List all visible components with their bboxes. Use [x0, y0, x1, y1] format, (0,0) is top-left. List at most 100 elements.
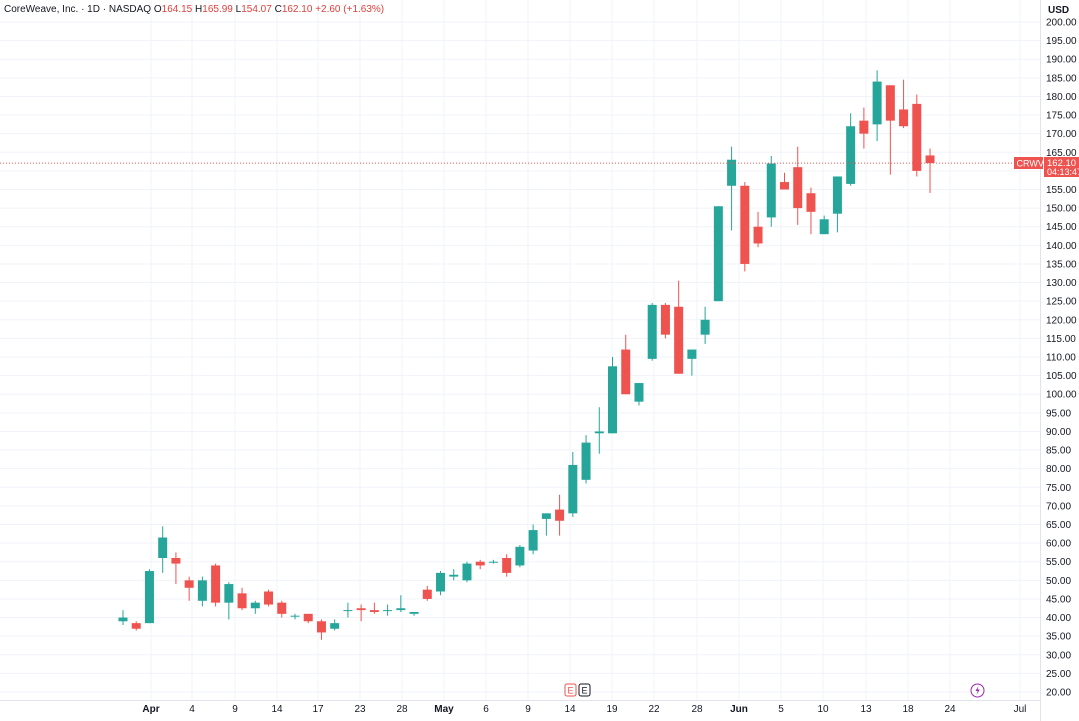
candle: [515, 544, 525, 568]
candle-body: [594, 431, 604, 434]
candle-body: [568, 464, 578, 514]
candle-body: [885, 85, 895, 121]
earnings-marker[interactable]: E: [568, 686, 574, 696]
candle-body: [197, 580, 207, 601]
candle-body: [224, 584, 234, 603]
price-tick-label: 175.00: [1046, 111, 1077, 122]
candle-body: [369, 610, 379, 612]
candle: [885, 85, 895, 175]
earnings-marker-box[interactable]: [564, 683, 577, 697]
candle: [316, 619, 326, 640]
candle-body: [621, 349, 631, 395]
candle-body: [171, 558, 181, 564]
candle: [462, 561, 472, 583]
candle: [118, 610, 128, 625]
candle: [409, 611, 419, 616]
price-tick-label: 130.00: [1046, 278, 1077, 289]
candle-body: [118, 617, 128, 622]
candles: [118, 70, 935, 640]
candle: [277, 600, 287, 618]
change-value: +2.60 (+1.63%): [315, 4, 385, 15]
price-tick-label: 190.00: [1046, 55, 1077, 66]
candle-body: [806, 193, 816, 212]
time-tick-label: 23: [354, 704, 366, 715]
candle: [660, 303, 670, 339]
grid-lines: [0, 0, 1040, 700]
candle-body: [899, 109, 909, 127]
price-tick-label: 155.00: [1046, 185, 1077, 196]
earnings-marker-2[interactable]: E: [582, 686, 588, 696]
price-tag: CRWV 162.10 04:13:47: [1014, 157, 1079, 177]
candle-body: [131, 623, 141, 629]
candle-body: [660, 304, 670, 335]
price-tag-countdown: 04:13:47: [1047, 167, 1079, 177]
time-tick-label: 22: [648, 704, 660, 715]
time-axis[interactable]: Apr 4 9 14 17 23 28 May 6 9 14 19 22 28 Jun 5 10 13 18 24 Ju…: [0, 700, 1040, 716]
candle-body: [859, 120, 869, 134]
candle-body: [303, 613, 313, 622]
candle-body: [674, 306, 684, 374]
time-tick-label: 28: [691, 704, 703, 715]
price-tick-label: 140.00: [1046, 241, 1077, 252]
time-tick-label: 24: [944, 704, 956, 715]
candle: [264, 589, 274, 607]
price-tick-label: 50.00: [1046, 576, 1071, 587]
currency-label: USD: [1048, 5, 1069, 16]
candle: [383, 604, 393, 616]
candle-body: [819, 219, 829, 235]
candle: [330, 619, 340, 631]
price-axis[interactable]: USD 200.00 195.00 190.00 185.00 180.00 175.00 1…: [1040, 0, 1078, 721]
price-tick-label: 165.00: [1046, 148, 1077, 159]
candle: [674, 280, 684, 374]
candle: [793, 146, 803, 225]
time-tick-label: 4: [189, 704, 195, 715]
low-value: 154.07: [241, 4, 272, 15]
open-label: O: [153, 4, 162, 15]
candle-body: [753, 226, 763, 244]
candle-body: [449, 574, 459, 577]
price-tick-label: 120.00: [1046, 315, 1077, 326]
candle: [343, 602, 353, 618]
candle-body: [409, 611, 419, 614]
time-tick-label: 28: [396, 704, 408, 715]
candle: [819, 215, 829, 235]
candle: [832, 176, 842, 233]
candle: [925, 148, 935, 193]
candle-body: [780, 182, 789, 190]
candle-body: [277, 602, 287, 614]
candle: [250, 600, 260, 614]
candle-body: [541, 513, 551, 519]
candle-body: [634, 383, 644, 402]
earnings-marker-2-box[interactable]: [578, 683, 591, 697]
candle: [713, 206, 723, 302]
price-tick-label: 110.00: [1046, 353, 1076, 364]
candle: [197, 576, 207, 607]
price-tick-label: 25.00: [1046, 669, 1071, 680]
candle-body: [528, 530, 538, 551]
price-tag-symbol: CRWV: [1017, 159, 1044, 169]
candle: [647, 303, 657, 361]
candle-body: [264, 591, 274, 605]
candle-body: [647, 304, 657, 359]
candle-body: [502, 558, 512, 573]
event-markers[interactable]: E E: [564, 683, 985, 698]
price-tick-label: 95.00: [1046, 408, 1071, 419]
low-label: L: [235, 4, 242, 15]
candle: [144, 569, 154, 624]
time-tick-label: 10: [817, 704, 829, 715]
candle-body: [144, 571, 154, 624]
candle: [184, 576, 194, 601]
candle: [555, 494, 565, 536]
time-tick-label: May: [434, 704, 454, 715]
candle-body: [383, 610, 393, 612]
candle-body: [515, 546, 525, 566]
lightning-icon[interactable]: [970, 683, 985, 698]
candle-body: [555, 509, 565, 521]
price-tick-label: 200.00: [1046, 18, 1077, 29]
candle-body: [330, 623, 340, 629]
candle: [396, 595, 406, 612]
symbol-title[interactable]: CoreWeave, Inc. · 1D · NASDAQ: [4, 4, 152, 15]
candle-body: [184, 580, 194, 588]
candle-body: [700, 319, 710, 335]
